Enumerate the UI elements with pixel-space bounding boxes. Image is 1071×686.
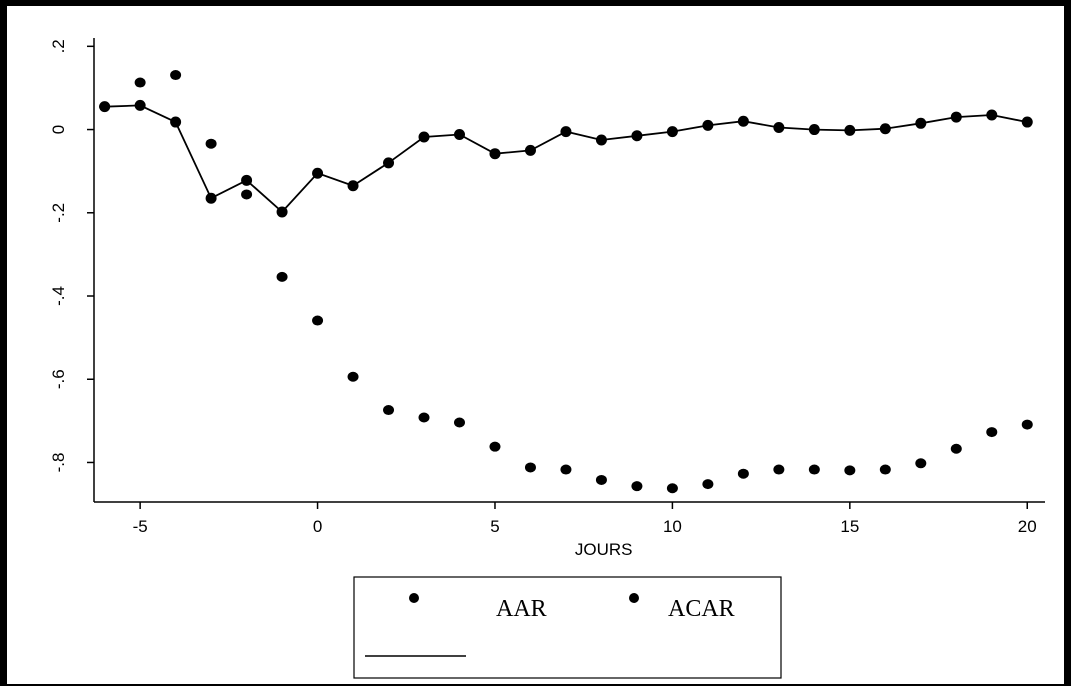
- data-point-acar: [915, 458, 927, 469]
- data-point-acar: [560, 464, 572, 475]
- data-point-acar: [986, 427, 998, 438]
- data-point-acar: [312, 315, 324, 326]
- data-point-acar: [170, 70, 182, 81]
- data-point-aar: [702, 119, 714, 131]
- data-point-acar: [205, 138, 217, 149]
- data-point-acar: [631, 481, 643, 492]
- data-point-acar: [879, 464, 891, 475]
- data-point-aar: [773, 121, 785, 133]
- data-point-aar: [666, 126, 678, 138]
- data-point-acar: [383, 405, 395, 416]
- x-ticks: -5 0 5 10 15 20: [133, 502, 1037, 536]
- x-tick-label: 0: [313, 517, 322, 536]
- data-point-acar: [134, 77, 146, 88]
- legend-aar-marker: [409, 593, 419, 603]
- data-point-acar: [418, 412, 430, 423]
- data-point-aar: [986, 109, 998, 121]
- data-point-acar: [241, 189, 253, 200]
- data-point-acar: [844, 465, 856, 476]
- series-aar: [99, 99, 1033, 218]
- x-tick-label: 10: [663, 517, 682, 536]
- data-point-acar: [524, 462, 536, 473]
- data-point-aar: [950, 111, 962, 123]
- data-point-aar: [844, 124, 856, 136]
- data-point-aar: [241, 174, 253, 186]
- data-point-acar: [737, 468, 749, 479]
- data-point-acar: [702, 479, 714, 490]
- data-point-acar: [453, 417, 465, 428]
- data-point-acar: [666, 483, 678, 494]
- x-tick-label: 20: [1018, 517, 1037, 536]
- data-point-aar: [347, 180, 359, 192]
- series-acar: [99, 70, 1033, 494]
- data-point-aar: [312, 167, 324, 179]
- data-point-aar: [631, 130, 643, 142]
- y-tick-label: -.4: [49, 286, 68, 306]
- y-tick-label: .2: [49, 39, 68, 53]
- data-point-aar: [1021, 116, 1033, 128]
- legend: AAR ACAR: [353, 576, 782, 679]
- data-point-aar: [595, 134, 607, 146]
- y-ticks: .2 0 -.2 -.4 -.6 -.8: [49, 39, 94, 472]
- data-point-aar: [205, 192, 217, 204]
- x-tick-label: 5: [490, 517, 499, 536]
- data-point-aar: [453, 129, 465, 141]
- data-point-aar: [879, 123, 891, 135]
- y-tick-label: -.6: [49, 369, 68, 389]
- legend-entry-acar: ACAR: [629, 593, 735, 622]
- data-point-aar: [170, 116, 182, 128]
- axes: -5 0 5 10 15 20 .2 0 -.2 -.4 -.6 -.8 JOURS: [49, 38, 1045, 559]
- legend-acar-label: ACAR: [668, 596, 735, 622]
- data-point-aar: [737, 115, 749, 127]
- data-point-aar: [915, 117, 927, 129]
- x-tick-label: 15: [840, 517, 859, 536]
- legend-entry-aar: AAR: [365, 593, 547, 657]
- data-point-aar: [134, 99, 146, 111]
- data-point-aar: [524, 144, 536, 156]
- data-point-acar: [276, 271, 288, 282]
- data-point-acar: [950, 443, 962, 454]
- x-axis-title: JOURS: [575, 540, 633, 559]
- data-point-acar: [808, 464, 820, 475]
- data-point-acar: [595, 474, 607, 485]
- data-point-acar: [99, 101, 111, 112]
- x-tick-label: -5: [133, 517, 148, 536]
- data-point-aar: [418, 131, 430, 143]
- legend-box: [353, 576, 782, 679]
- data-point-acar: [489, 441, 501, 452]
- data-point-acar: [1021, 419, 1033, 430]
- legend-acar-marker: [629, 593, 639, 603]
- series: [99, 70, 1033, 494]
- data-point-aar: [808, 124, 820, 136]
- y-tick-label: 0: [49, 125, 68, 134]
- data-point-aar: [383, 157, 395, 169]
- y-tick-label: -.2: [49, 203, 68, 223]
- data-point-aar: [560, 126, 572, 138]
- data-point-acar: [347, 371, 359, 382]
- data-point-aar: [276, 206, 288, 218]
- data-point-acar: [773, 464, 785, 475]
- data-point-aar: [489, 148, 501, 160]
- legend-aar-label: AAR: [496, 596, 547, 622]
- y-tick-label: -.8: [49, 453, 68, 473]
